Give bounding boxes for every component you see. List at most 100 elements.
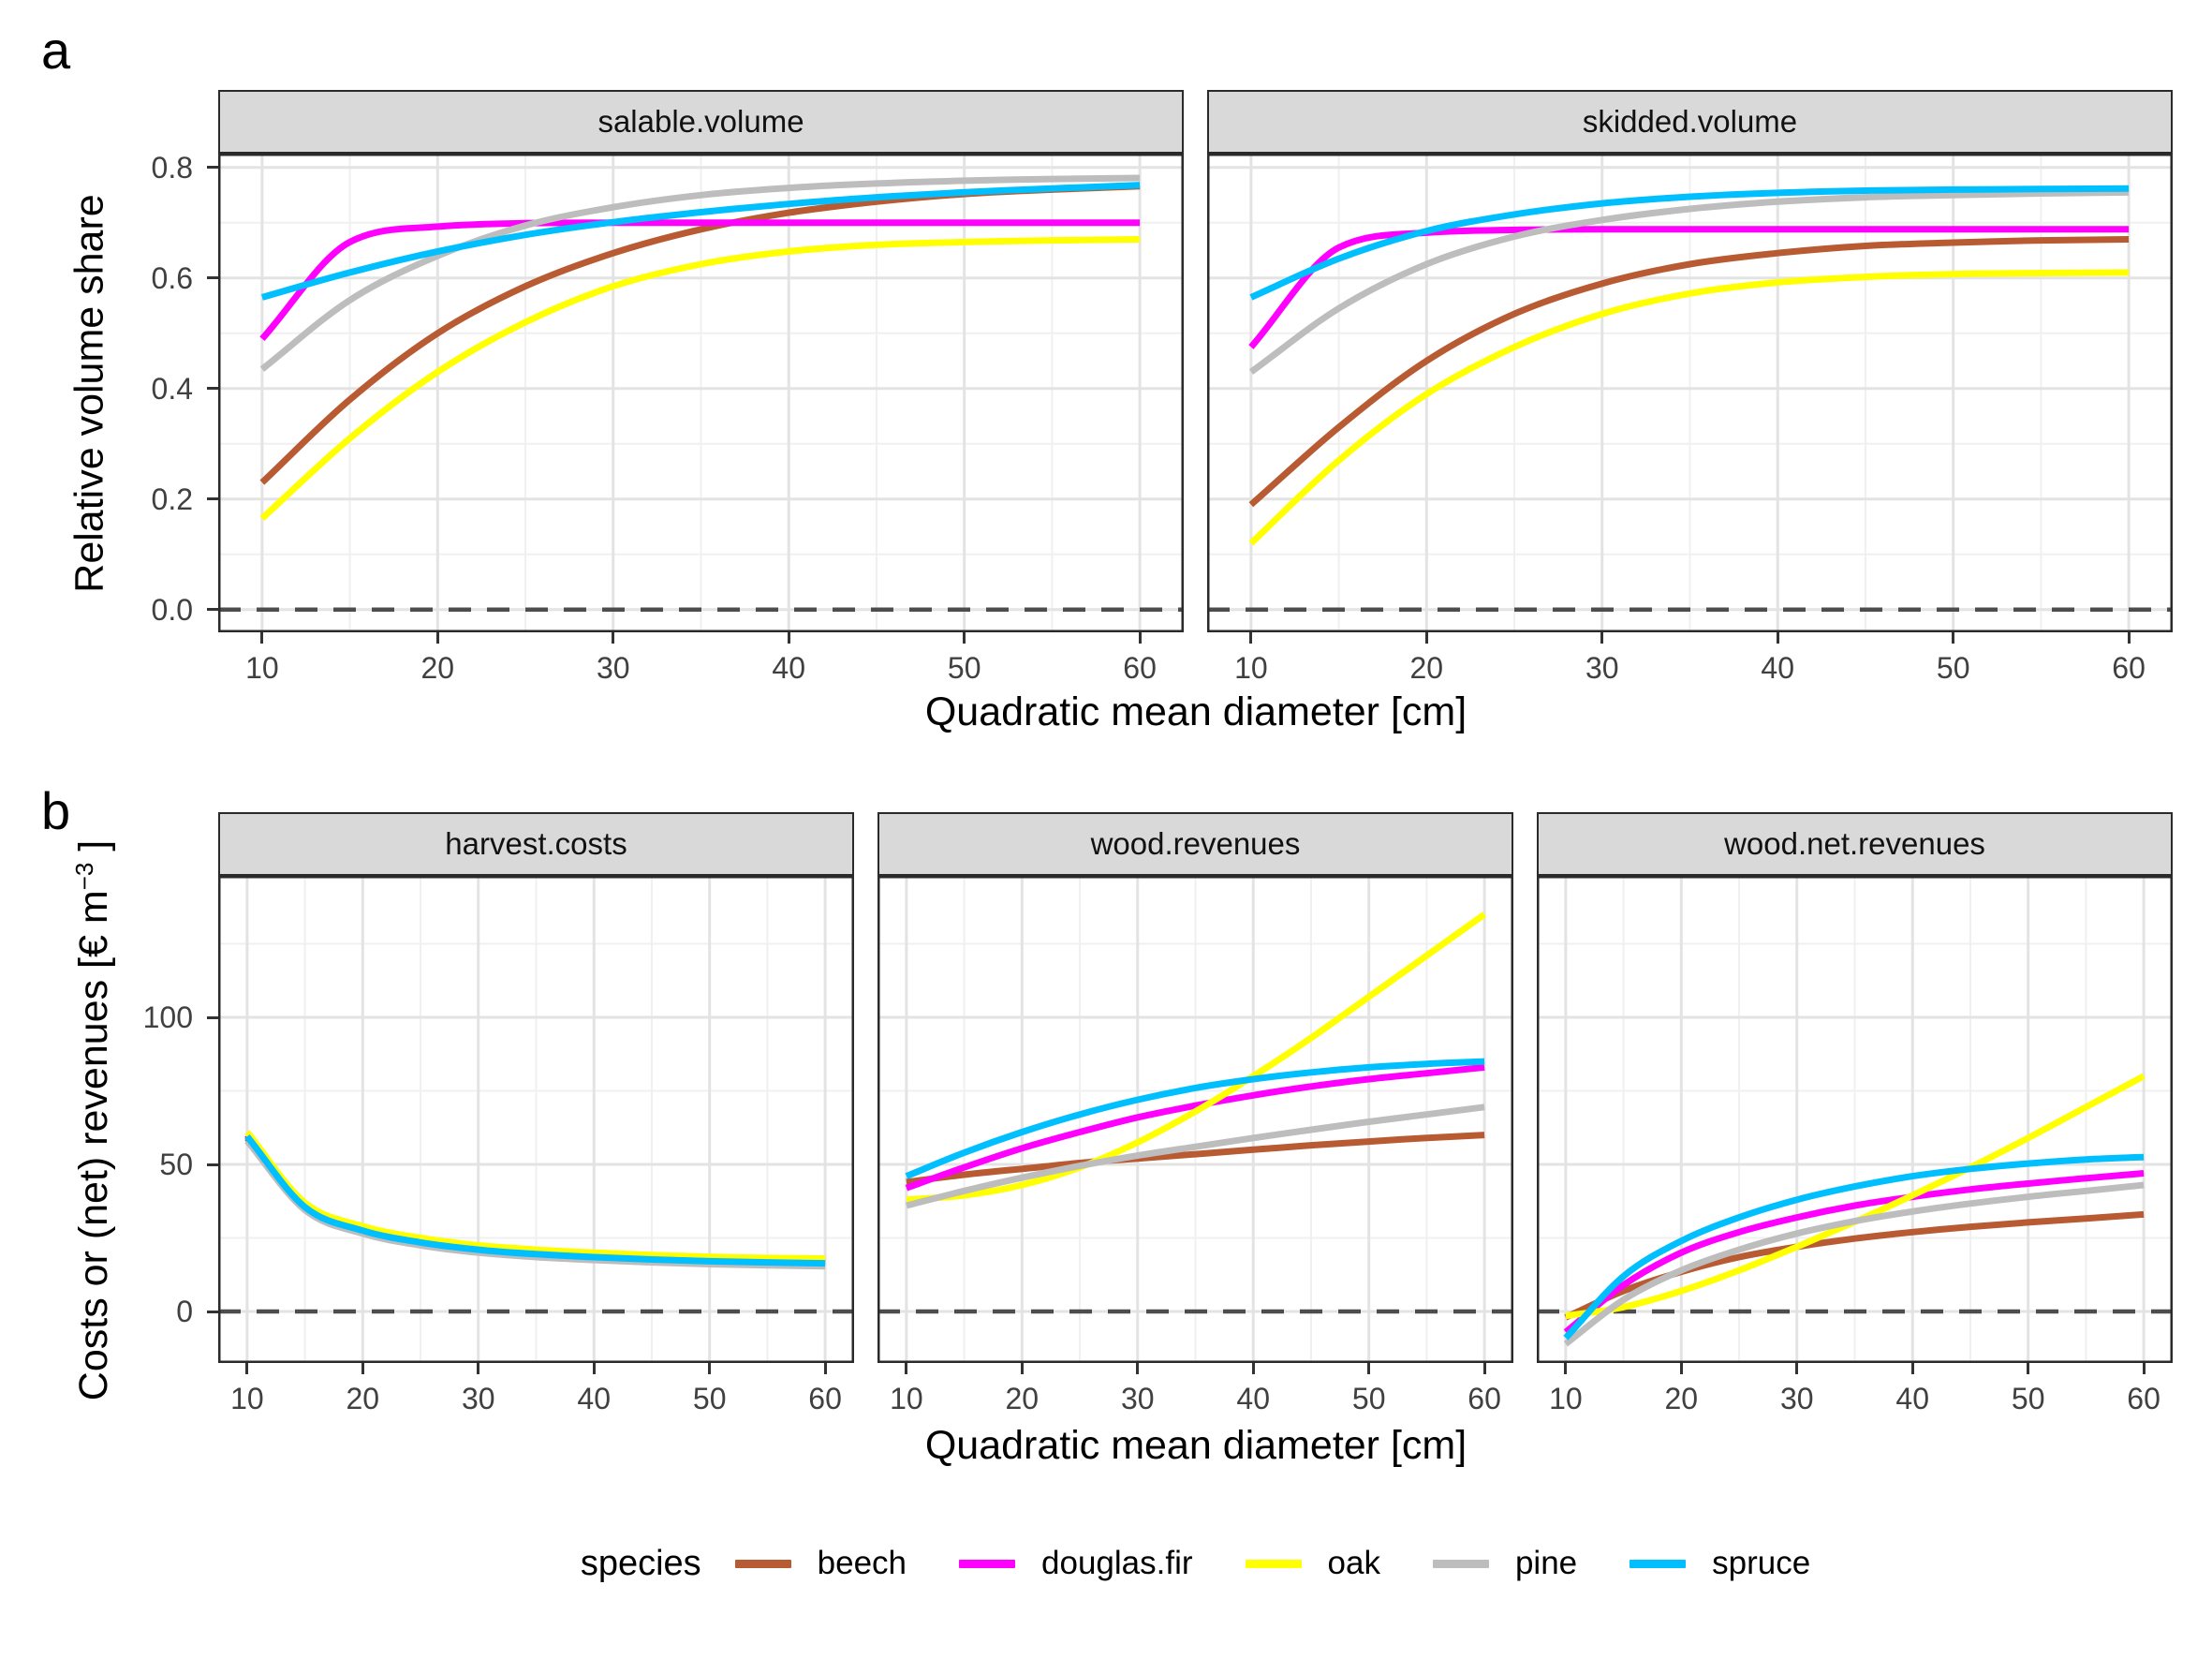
species-legend: species beech douglas.fir oak pine spruce [218, 1531, 2173, 1596]
panel-a-tag: a [41, 21, 71, 80]
panel-b-tag: b [41, 781, 71, 840]
legend-key-oak [1245, 1559, 1302, 1568]
legend-item-label: spruce [1712, 1545, 1811, 1581]
x-tick-mark [905, 1363, 908, 1374]
x-tick-mark [2142, 1363, 2146, 1374]
x-tick-mark [260, 632, 264, 644]
x-tick-label: 20 [1409, 651, 1444, 685]
panel-a-x-axis-title: Quadratic mean diameter [cm] [924, 689, 1467, 734]
series-line-spruce [244, 1133, 826, 1267]
series-line-oak [259, 236, 1141, 521]
x-tick-mark [1564, 1363, 1568, 1374]
legend-item-pine: pine [1432, 1545, 1577, 1582]
series-line-oak [1248, 269, 2130, 546]
facet-label: wood.net.revenues [1724, 826, 1985, 861]
x-tick-mark [245, 1363, 249, 1374]
panel-border [218, 154, 1184, 632]
y-tick-label: 0 [176, 1295, 193, 1328]
x-tick-mark [963, 632, 966, 644]
x-tick-mark [1776, 632, 1779, 644]
legend-item-douglas.fir: douglas.fir [959, 1545, 1193, 1582]
x-tick-label: 30 [597, 651, 630, 685]
legend-item-beech: beech [734, 1545, 907, 1582]
x-tick-label: 40 [1895, 1382, 1929, 1415]
x-tick-label: 50 [1936, 651, 1970, 685]
x-tick-label: 30 [1121, 1382, 1155, 1415]
x-tick-label: 20 [346, 1382, 380, 1415]
y-tick-mark [207, 608, 218, 612]
series-line-douglas.fir [259, 219, 1141, 342]
facet-plot-harvest.costs [218, 876, 854, 1363]
legend-key-douglas.fir [959, 1559, 1016, 1568]
series-line-douglas.fir [905, 1063, 1485, 1192]
x-tick-mark [592, 1363, 596, 1374]
legend-item-label: oak [1327, 1545, 1380, 1581]
legend-items: beech douglas.fir oak pine spruce [734, 1545, 1811, 1582]
y-tick-mark [207, 387, 218, 391]
x-tick-label: 20 [420, 651, 455, 685]
x-tick-label: 60 [1467, 1382, 1501, 1415]
x-tick-mark [1952, 632, 1955, 644]
y-tick-label: 50 [159, 1148, 193, 1181]
series-line-spruce [260, 182, 1141, 301]
x-tick-mark [708, 1363, 712, 1374]
x-tick-mark [1795, 1363, 1799, 1374]
series-line-spruce [905, 1058, 1485, 1179]
x-tick-mark [612, 632, 615, 644]
facet-label: wood.revenues [1090, 826, 1301, 861]
series-line-beech [1248, 236, 2130, 508]
series-line-pine [259, 174, 1141, 372]
y-tick-mark [207, 166, 218, 170]
x-tick-label: 30 [462, 1382, 495, 1415]
x-tick-mark [787, 632, 790, 644]
x-tick-label: 50 [947, 651, 981, 685]
panel-b-y-axis-title-close-bracket: ] [71, 839, 117, 863]
facet-plot-salable.volume [218, 154, 1184, 632]
legend-item-label: douglas.fir [1041, 1545, 1193, 1581]
facet-plot-skidded.volume [1207, 154, 2173, 632]
series-line-oak [906, 911, 1487, 1204]
panel-b-y-axis-title-superscript: −3 [69, 862, 98, 891]
x-tick-label: 30 [1780, 1382, 1814, 1415]
panel-b-x-axis-title: Quadratic mean diameter [cm] [924, 1423, 1467, 1468]
x-tick-label: 20 [1005, 1382, 1040, 1415]
x-tick-mark [1910, 1363, 1914, 1374]
legend-key-beech [734, 1559, 791, 1568]
panel-border [218, 876, 854, 1363]
facet-plot-wood.revenues [877, 876, 1513, 1363]
facet-label: salable.volume [597, 104, 804, 139]
x-tick-label: 60 [1123, 651, 1157, 685]
series-line-spruce [1563, 1153, 2145, 1341]
legend-item-oak: oak [1245, 1545, 1380, 1582]
x-tick-mark [1679, 1363, 1683, 1374]
facet-label: harvest.costs [445, 826, 627, 861]
facet-strip-wood.net.revenues: wood.net.revenues [1537, 812, 2173, 876]
facet-plot-wood.net.revenues [1537, 876, 2173, 1363]
x-tick-mark [1138, 632, 1142, 644]
x-tick-label: 50 [2011, 1382, 2045, 1415]
series-line-douglas.fir [1563, 1170, 2145, 1335]
series-line-oak [244, 1130, 826, 1262]
x-tick-label: 60 [808, 1382, 842, 1415]
x-tick-label: 60 [2127, 1382, 2160, 1415]
x-tick-label: 40 [1761, 651, 1794, 685]
x-tick-mark [1367, 1363, 1371, 1374]
x-tick-label: 10 [1234, 651, 1268, 685]
x-tick-label: 40 [577, 1382, 611, 1415]
panel-border [1207, 154, 2173, 632]
legend-key-spruce [1630, 1559, 1687, 1568]
x-tick-label: 30 [1585, 651, 1619, 685]
y-tick-label: 0.8 [151, 150, 193, 185]
x-tick-label: 50 [1351, 1382, 1386, 1415]
y-tick-label: 0.4 [151, 371, 193, 406]
facet-label: skidded.volume [1582, 104, 1798, 139]
x-tick-mark [823, 1363, 827, 1374]
x-tick-mark [435, 632, 439, 644]
series-line-pine [906, 1104, 1485, 1209]
series-line-douglas.fir [1248, 226, 2130, 349]
legend-item-label: beech [817, 1545, 907, 1581]
y-tick-label: 0.0 [151, 592, 193, 627]
x-tick-label: 20 [1664, 1382, 1699, 1415]
facet-strip-harvest.costs: harvest.costs [218, 812, 854, 876]
